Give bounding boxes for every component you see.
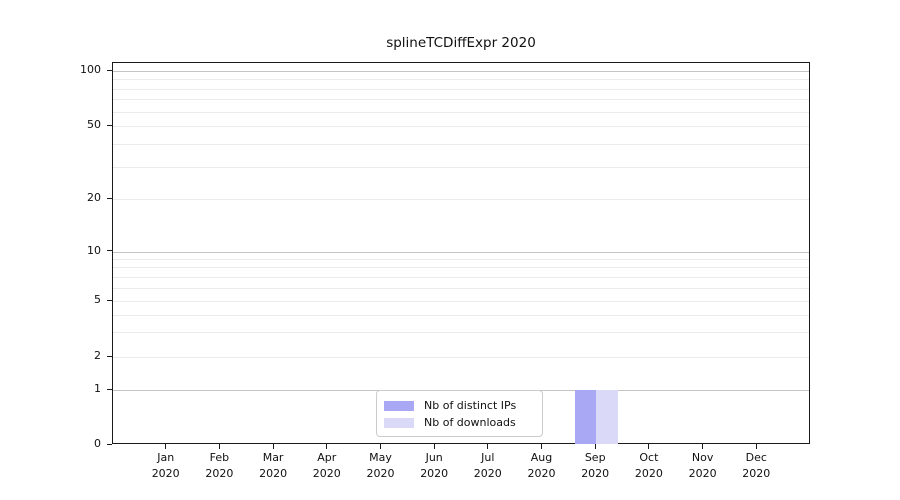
- y-gridline-minor: [113, 143, 809, 145]
- y-gridline-minor: [113, 357, 809, 358]
- legend-swatch-distinct-ips: [384, 400, 414, 411]
- y-tick-label: 2: [94, 349, 101, 362]
- x-tick-label: May 2020: [366, 451, 395, 480]
- y-tick-label: 1: [94, 382, 101, 395]
- x-tick: [648, 444, 650, 449]
- plot-area: [112, 62, 810, 444]
- x-tick-label: Dec 2020: [742, 451, 771, 480]
- x-tick-label: Jun 2020: [420, 451, 449, 480]
- x-tick: [541, 444, 542, 449]
- y-tick-label: 5: [94, 293, 101, 306]
- y-gridline-minor: [113, 99, 809, 101]
- x-tick-label: Sep 2020: [581, 451, 610, 480]
- y-gridline-major: [113, 71, 809, 72]
- legend: Nb of distinct IPs Nb of downloads: [376, 390, 543, 437]
- bar-distinct-ips: [574, 390, 597, 444]
- chart-title: splineTCDiffExpr 2020: [386, 35, 536, 51]
- x-tick-label: Jul 2020: [473, 451, 502, 480]
- y-tick: [107, 299, 112, 301]
- y-tick: [107, 197, 112, 199]
- x-tick-label: Jan 2020: [151, 451, 180, 480]
- y-gridline-minor: [113, 111, 809, 113]
- y-tick-label: 50: [87, 118, 101, 131]
- y-gridline-minor: [113, 332, 809, 334]
- y-tick: [107, 355, 112, 357]
- y-gridline-minor: [113, 259, 809, 260]
- x-tick: [380, 444, 381, 449]
- x-tick: [755, 444, 757, 449]
- x-tick: [218, 444, 220, 449]
- y-tick: [107, 250, 112, 251]
- y-tick-label: 0: [94, 437, 101, 450]
- y-tick-label: 20: [87, 191, 101, 204]
- x-tick-label: Nov 2020: [688, 451, 717, 480]
- y-tick: [107, 443, 112, 445]
- y-gridline-minor: [113, 126, 809, 127]
- y-gridline-minor: [113, 288, 809, 289]
- x-tick: [433, 444, 435, 449]
- x-tick-label: Feb 2020: [205, 451, 234, 480]
- y-tick-label: 10: [87, 243, 101, 257]
- y-gridline-minor: [113, 267, 809, 269]
- y-gridline-minor: [113, 314, 809, 316]
- x-tick: [165, 444, 167, 449]
- y-tick-label: 100: [80, 63, 101, 76]
- y-tick: [107, 69, 112, 71]
- y-gridline-minor: [113, 79, 809, 81]
- x-tick-label: Apr 2020: [312, 451, 341, 480]
- legend-label-distinct-ips: Nb of distinct IPs: [424, 399, 517, 412]
- x-tick-label: Aug 2020: [527, 451, 556, 480]
- x-tick: [702, 444, 704, 449]
- y-gridline-major: [113, 251, 809, 253]
- y-gridline-minor: [113, 301, 809, 302]
- y-tick: [107, 388, 112, 390]
- x-tick: [594, 444, 596, 449]
- legend-item-downloads: Nb of downloads: [384, 414, 534, 431]
- legend-item-distinct-ips: Nb of distinct IPs: [384, 397, 534, 414]
- y-gridline-minor: [113, 166, 809, 168]
- x-tick-label: Mar 2020: [259, 451, 288, 480]
- y-gridline-minor: [113, 199, 809, 200]
- legend-swatch-downloads: [384, 417, 414, 428]
- y-gridline-minor: [113, 277, 809, 278]
- bar-downloads: [596, 390, 618, 444]
- x-tick-label: Oct 2020: [634, 451, 663, 480]
- legend-label-downloads: Nb of downloads: [424, 416, 516, 429]
- x-tick: [326, 444, 328, 449]
- y-gridline-minor: [113, 88, 809, 90]
- x-tick: [272, 444, 274, 449]
- y-tick: [107, 124, 112, 126]
- x-tick: [487, 444, 489, 449]
